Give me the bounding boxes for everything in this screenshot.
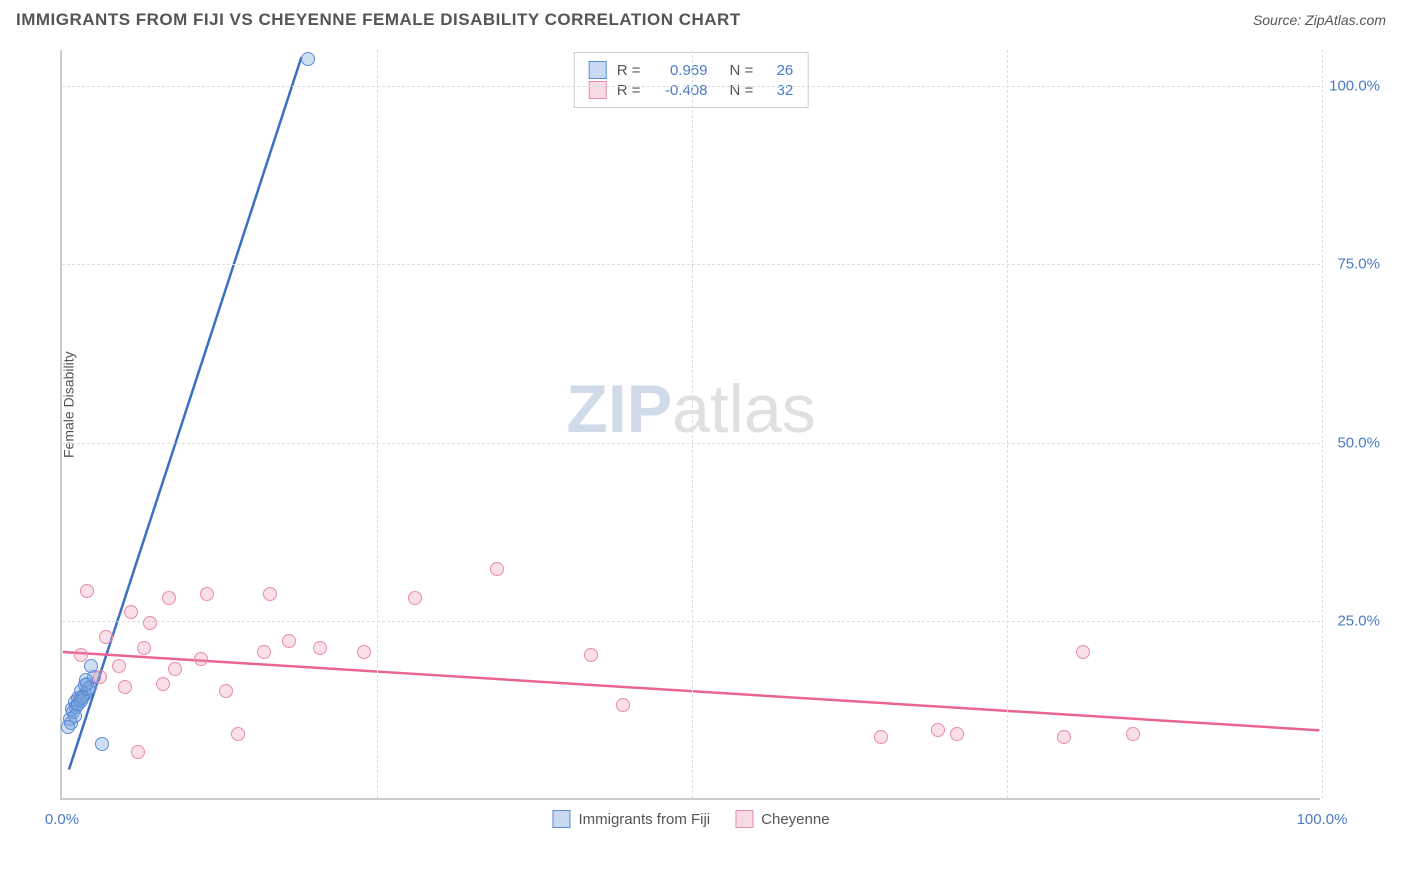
data-point <box>78 678 92 692</box>
x-legend-label: Immigrants from Fiji <box>578 811 710 828</box>
trend-lines-svg <box>62 50 1320 798</box>
grid-line-h <box>62 264 1320 265</box>
trend-line <box>69 57 301 769</box>
grid-line-v <box>377 50 378 798</box>
data-point <box>584 648 598 662</box>
legend-swatch-pink <box>589 81 607 99</box>
legend-row: R = -0.408 N = 32 <box>589 81 794 99</box>
correlation-legend: R = 0.969 N = 26 R = -0.408 N = 32 <box>574 52 809 108</box>
legend-n-label: N = <box>730 82 754 99</box>
data-point <box>124 605 138 619</box>
legend-r-value: -0.408 <box>653 82 708 99</box>
data-point <box>200 587 214 601</box>
data-point <box>490 562 504 576</box>
data-point <box>301 52 315 66</box>
data-point <box>95 737 109 751</box>
data-point <box>616 698 630 712</box>
legend-r-label: R = <box>617 62 641 79</box>
data-point <box>1057 730 1071 744</box>
data-point <box>219 684 233 698</box>
grid-line-h <box>62 621 1320 622</box>
grid-line-h <box>62 443 1320 444</box>
legend-n-value: 26 <box>763 62 793 79</box>
chart-container: Female Disability ZIPatlas R =0.969N =26… <box>50 50 1370 850</box>
chart-title: IMMIGRANTS FROM FIJI VS CHEYENNE FEMALE … <box>16 10 741 30</box>
legend-r-value: 0.969 <box>653 62 708 79</box>
data-point <box>80 584 94 598</box>
data-point <box>194 652 208 666</box>
data-point <box>74 694 88 708</box>
data-point <box>162 591 176 605</box>
data-point <box>137 641 151 655</box>
x-axis-legend: Immigrants from Fiji Cheyenne <box>552 810 829 828</box>
x-tick-label: 100.0% <box>1297 811 1348 828</box>
x-legend-swatch <box>552 810 570 828</box>
legend-row: R = 0.969 N = 26 <box>589 61 794 79</box>
data-point <box>143 616 157 630</box>
data-point <box>950 727 964 741</box>
data-point <box>874 730 888 744</box>
grid-line-h <box>62 86 1320 87</box>
grid-line-v <box>692 50 693 798</box>
data-point <box>931 723 945 737</box>
data-point <box>408 591 422 605</box>
data-point <box>168 662 182 676</box>
x-legend-item: Immigrants from Fiji <box>552 810 710 828</box>
data-point <box>156 677 170 691</box>
source-attribution: Source: ZipAtlas.com <box>1253 12 1386 28</box>
legend-swatch-blue <box>589 61 607 79</box>
grid-line-v <box>1007 50 1008 798</box>
data-point <box>1126 727 1140 741</box>
data-point <box>282 634 296 648</box>
legend-n-label: N = <box>730 62 754 79</box>
y-tick-label: 25.0% <box>1337 613 1380 630</box>
data-point <box>257 645 271 659</box>
data-point <box>231 727 245 741</box>
data-point <box>99 630 113 644</box>
data-point <box>112 659 126 673</box>
y-tick-label: 75.0% <box>1337 256 1380 273</box>
data-point <box>93 670 107 684</box>
data-point <box>131 745 145 759</box>
legend-r-label: R = <box>617 82 641 99</box>
x-legend-swatch <box>735 810 753 828</box>
data-point <box>357 645 371 659</box>
grid-line-v <box>1322 50 1323 798</box>
data-point <box>118 680 132 694</box>
data-point <box>313 641 327 655</box>
legend-n-value: 32 <box>763 82 793 99</box>
data-point <box>1076 645 1090 659</box>
y-tick-label: 50.0% <box>1337 434 1380 451</box>
x-legend-label: Cheyenne <box>761 811 829 828</box>
plot-area: ZIPatlas R =0.969N =26R =-0.408N =32 Imm… <box>60 50 1320 800</box>
data-point <box>61 720 75 734</box>
trend-line <box>63 652 1320 730</box>
data-point <box>263 587 277 601</box>
data-point <box>74 648 88 662</box>
y-tick-label: 100.0% <box>1329 77 1380 94</box>
x-tick-label: 0.0% <box>45 811 79 828</box>
x-legend-item: Cheyenne <box>735 810 829 828</box>
